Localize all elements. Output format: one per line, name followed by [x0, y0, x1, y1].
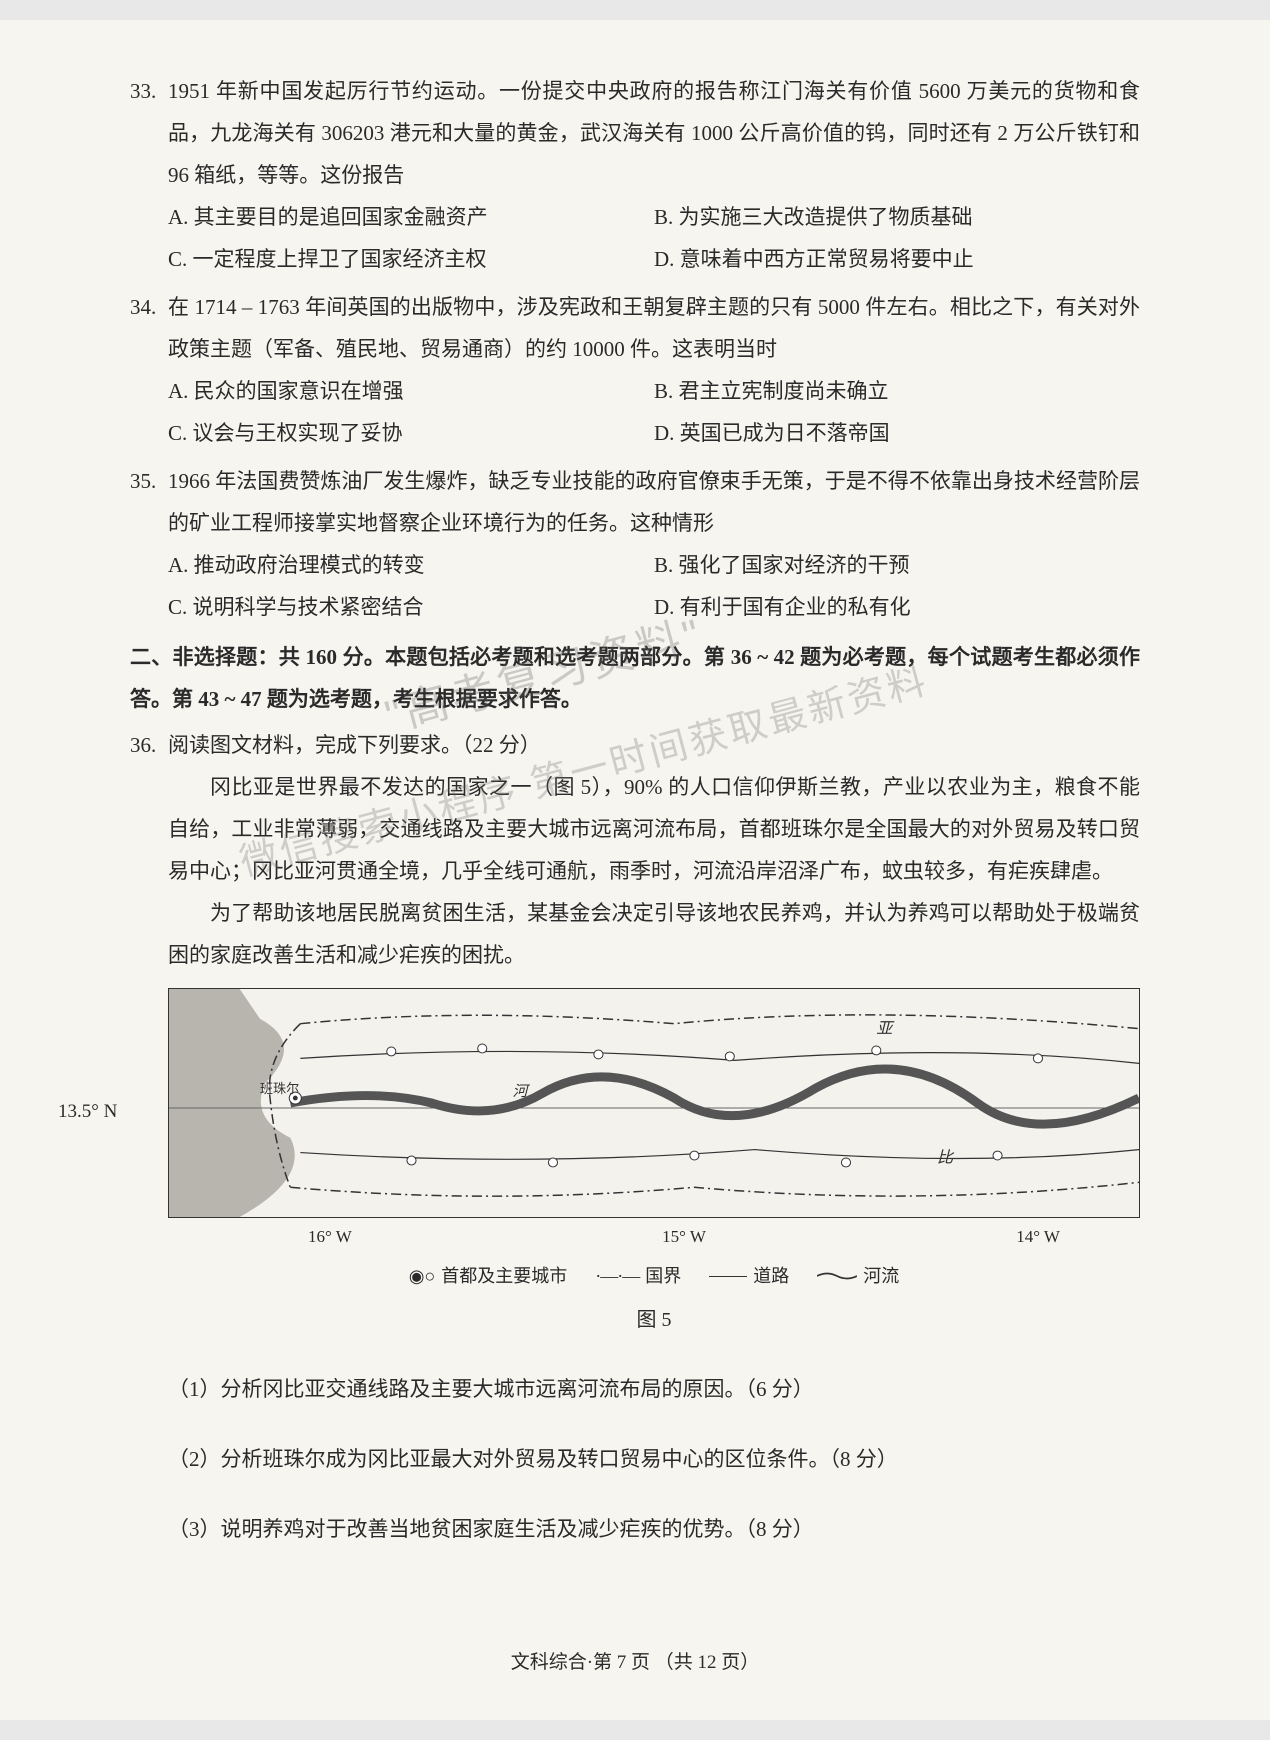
question-36: 36. 阅读图文材料，完成下列要求。（22 分） 冈比亚是世界最不发达的国家之一…: [130, 724, 1140, 1550]
page-footer: 文科综合·第 7 页 （共 12 页）: [0, 1644, 1270, 1682]
option-c: C. 议会与王权实现了妥协: [168, 412, 654, 454]
question-number: 34.: [130, 286, 168, 370]
option-a: A. 民众的国家意识在增强: [168, 370, 654, 412]
road-icon: [709, 1276, 747, 1277]
map-svg: 班珠尔 亚 比 河: [169, 989, 1139, 1217]
legend-boundary-label: 国界: [645, 1258, 681, 1294]
sub-question-2: （2）分析班珠尔成为冈比亚最大对外贸易及转口贸易中心的区位条件。（8 分）: [130, 1438, 1140, 1480]
passage-paragraph-1: 冈比亚是世界最不发达的国家之一（图 5），90% 的人口信仰伊斯兰教，产业以农业…: [130, 766, 1140, 892]
question-number: 36.: [130, 724, 168, 766]
boundary-icon: ·—·—: [595, 1258, 639, 1294]
footer-subject: 文科综合: [511, 1652, 587, 1673]
legend-road: 道路: [709, 1258, 789, 1294]
question-number: 35.: [130, 460, 168, 544]
footer-pagenum: 第 7 页: [593, 1652, 650, 1673]
boundary-lower: [290, 1182, 1139, 1196]
option-d: D. 意味着中西方正常贸易将要中止: [654, 238, 1140, 280]
question-33: 33. 1951 年新中国发起厉行节约运动。一份提交中央政府的报告称江门海关有价…: [130, 70, 1140, 280]
options: A. 推动政府治理模式的转变 B. 强化了国家对经济的干预 C. 说明科学与技术…: [130, 544, 1140, 628]
city-icon: ◉○: [409, 1258, 436, 1294]
longitude-row: 16° W 15° W 14° W: [308, 1220, 1060, 1254]
map-legend: ◉○ 首都及主要城市 ·—·— 国界 道路 河流: [168, 1258, 1140, 1294]
legend-river: 河流: [817, 1258, 899, 1294]
passage-paragraph-2: 为了帮助该地居民脱离贫困生活，某基金会决定引导该地农民养鸡，并认为养鸡可以帮助处…: [130, 892, 1140, 976]
option-a: A. 推动政府治理模式的转变: [168, 544, 654, 586]
option-c: C. 一定程度上捍卫了国家经济主权: [168, 238, 654, 280]
question-stem: 34. 在 1714 – 1763 年间英国的出版物中，涉及宪政和王朝复辟主题的…: [130, 286, 1140, 370]
map-figure: 13.5° N: [130, 988, 1140, 1340]
latitude-label: 13.5° N: [58, 1093, 117, 1131]
road-lower: [300, 1150, 1139, 1160]
sub-question-3: （3）说明养鸡对于改善当地贫困家庭生活及减少疟疾的优势。（8 分）: [130, 1508, 1140, 1550]
question-number: 33.: [130, 70, 168, 196]
question-stem: 36. 阅读图文材料，完成下列要求。（22 分）: [130, 724, 1140, 766]
road-upper: [300, 1051, 1139, 1063]
boundary-upper: [300, 1015, 1139, 1029]
option-b: B. 君主立宪制度尚未确立: [654, 370, 1140, 412]
legend-boundary: ·—·— 国界: [595, 1258, 681, 1294]
option-b: B. 强化了国家对经济的干预: [654, 544, 1140, 586]
lon-label-2: 15° W: [662, 1220, 706, 1254]
footer-total: （共 12 页）: [655, 1652, 760, 1673]
question-text: 阅读图文材料，完成下列要求。（22 分）: [168, 724, 1140, 766]
options: A. 民众的国家意识在增强 B. 君主立宪制度尚未确立 C. 议会与王权实现了妥…: [130, 370, 1140, 454]
region-label-bi: 比: [937, 1149, 955, 1167]
option-d: D. 有利于国有企业的私有化: [654, 586, 1140, 628]
sub-question-1: （1）分析冈比亚交通线路及主要大城市远离河流布局的原因。（6 分）: [130, 1368, 1140, 1410]
lon-label-1: 16° W: [308, 1220, 352, 1254]
capital-label: 班珠尔: [260, 1081, 299, 1096]
legend-road-label: 道路: [753, 1258, 789, 1294]
exam-page: 33. 1951 年新中国发起厉行节约运动。一份提交中央政府的报告称江门海关有价…: [0, 20, 1270, 1720]
option-d: D. 英国已成为日不落帝国: [654, 412, 1140, 454]
city-markers: [289, 1044, 1042, 1167]
option-b: B. 为实施三大改造提供了物质基础: [654, 196, 1140, 238]
region-label-ya: 亚: [876, 1021, 895, 1038]
question-text: 在 1714 – 1763 年间英国的出版物中，涉及宪政和王朝复辟主题的只有 5…: [168, 286, 1140, 370]
ocean-shape: [169, 989, 295, 1217]
legend-city: ◉○ 首都及主要城市: [409, 1258, 568, 1294]
river-icon: [817, 1271, 857, 1281]
river-path: [290, 1069, 1139, 1124]
map-box: 班珠尔 亚 比 河: [168, 988, 1140, 1218]
question-34: 34. 在 1714 – 1763 年间英国的出版物中，涉及宪政和王朝复辟主题的…: [130, 286, 1140, 454]
legend-river-label: 河流: [863, 1258, 899, 1294]
legend-city-label: 首都及主要城市: [441, 1258, 567, 1294]
figure-caption: 图 5: [168, 1300, 1140, 1340]
question-stem: 35. 1966 年法国费赞炼油厂发生爆炸，缺乏专业技能的政府官僚束手无策，于是…: [130, 460, 1140, 544]
question-35: 35. 1966 年法国费赞炼油厂发生爆炸，缺乏专业技能的政府官僚束手无策，于是…: [130, 460, 1140, 628]
option-c: C. 说明科学与技术紧密结合: [168, 586, 654, 628]
lon-label-3: 14° W: [1016, 1220, 1060, 1254]
question-stem: 33. 1951 年新中国发起厉行节约运动。一份提交中央政府的报告称江门海关有价…: [130, 70, 1140, 196]
section-header: 二、非选择题：共 160 分。本题包括必考题和选考题两部分。第 36 ~ 42 …: [130, 636, 1140, 720]
options: A. 其主要目的是追回国家金融资产 B. 为实施三大改造提供了物质基础 C. 一…: [130, 196, 1140, 280]
question-text: 1966 年法国费赞炼油厂发生爆炸，缺乏专业技能的政府官僚束手无策，于是不得不依…: [168, 460, 1140, 544]
option-a: A. 其主要目的是追回国家金融资产: [168, 196, 654, 238]
question-text: 1951 年新中国发起厉行节约运动。一份提交中央政府的报告称江门海关有价值 56…: [168, 70, 1140, 196]
